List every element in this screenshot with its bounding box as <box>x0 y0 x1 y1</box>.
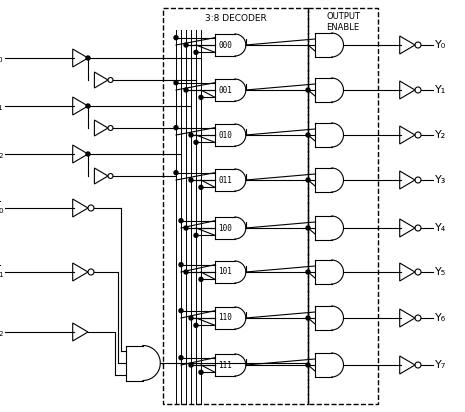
Text: OUTPUT
ENABLE: OUTPUT ENABLE <box>326 12 360 32</box>
Text: Y₄: Y₄ <box>435 223 446 233</box>
Circle shape <box>184 88 188 92</box>
Text: $G_2$: $G_2$ <box>0 325 4 339</box>
Circle shape <box>86 152 90 156</box>
Text: 3:8 DECODER: 3:8 DECODER <box>205 14 266 23</box>
Text: Y₅: Y₅ <box>435 267 446 277</box>
Circle shape <box>179 309 183 313</box>
Circle shape <box>194 323 198 327</box>
Text: 101: 101 <box>218 267 232 276</box>
Circle shape <box>174 36 178 40</box>
Text: 001: 001 <box>218 86 232 94</box>
Circle shape <box>174 171 178 175</box>
Circle shape <box>179 219 183 222</box>
Circle shape <box>306 178 310 182</box>
Circle shape <box>184 270 188 274</box>
Circle shape <box>189 316 193 320</box>
Bar <box>308 8 378 404</box>
Text: Y₁: Y₁ <box>435 85 446 95</box>
Circle shape <box>189 363 193 367</box>
Circle shape <box>306 270 310 274</box>
Text: 011: 011 <box>218 176 232 185</box>
Circle shape <box>184 43 188 47</box>
Text: 111: 111 <box>218 360 232 370</box>
Text: Y₀: Y₀ <box>435 40 446 50</box>
Text: Y₆: Y₆ <box>435 313 446 323</box>
Circle shape <box>189 133 193 137</box>
Text: Y₂: Y₂ <box>435 130 446 140</box>
Text: 010: 010 <box>218 131 232 140</box>
Text: $A_0$: $A_0$ <box>0 51 4 65</box>
Circle shape <box>189 178 193 182</box>
Circle shape <box>199 277 203 281</box>
Text: 100: 100 <box>218 223 232 232</box>
Circle shape <box>194 233 198 237</box>
Circle shape <box>174 81 178 85</box>
Text: Y₇: Y₇ <box>435 360 446 370</box>
Text: $A_2$: $A_2$ <box>0 147 4 161</box>
Circle shape <box>199 95 203 99</box>
Circle shape <box>179 356 183 360</box>
Text: $\overline{G}_0$: $\overline{G}_0$ <box>0 200 4 216</box>
Circle shape <box>306 226 310 230</box>
Circle shape <box>306 133 310 137</box>
Circle shape <box>199 185 203 190</box>
Circle shape <box>194 140 198 144</box>
Text: Y₃: Y₃ <box>435 175 446 185</box>
Circle shape <box>194 50 198 54</box>
Circle shape <box>179 263 183 267</box>
Circle shape <box>184 226 188 230</box>
Bar <box>163 8 308 404</box>
Circle shape <box>199 370 203 375</box>
Circle shape <box>306 363 310 367</box>
Circle shape <box>86 104 90 108</box>
Text: 110: 110 <box>218 314 232 323</box>
Text: 000: 000 <box>218 40 232 49</box>
Circle shape <box>306 316 310 320</box>
Circle shape <box>306 88 310 92</box>
Circle shape <box>174 126 178 130</box>
Text: $\overline{G}_1$: $\overline{G}_1$ <box>0 264 4 280</box>
Circle shape <box>86 56 90 60</box>
Text: $A_1$: $A_1$ <box>0 99 4 113</box>
